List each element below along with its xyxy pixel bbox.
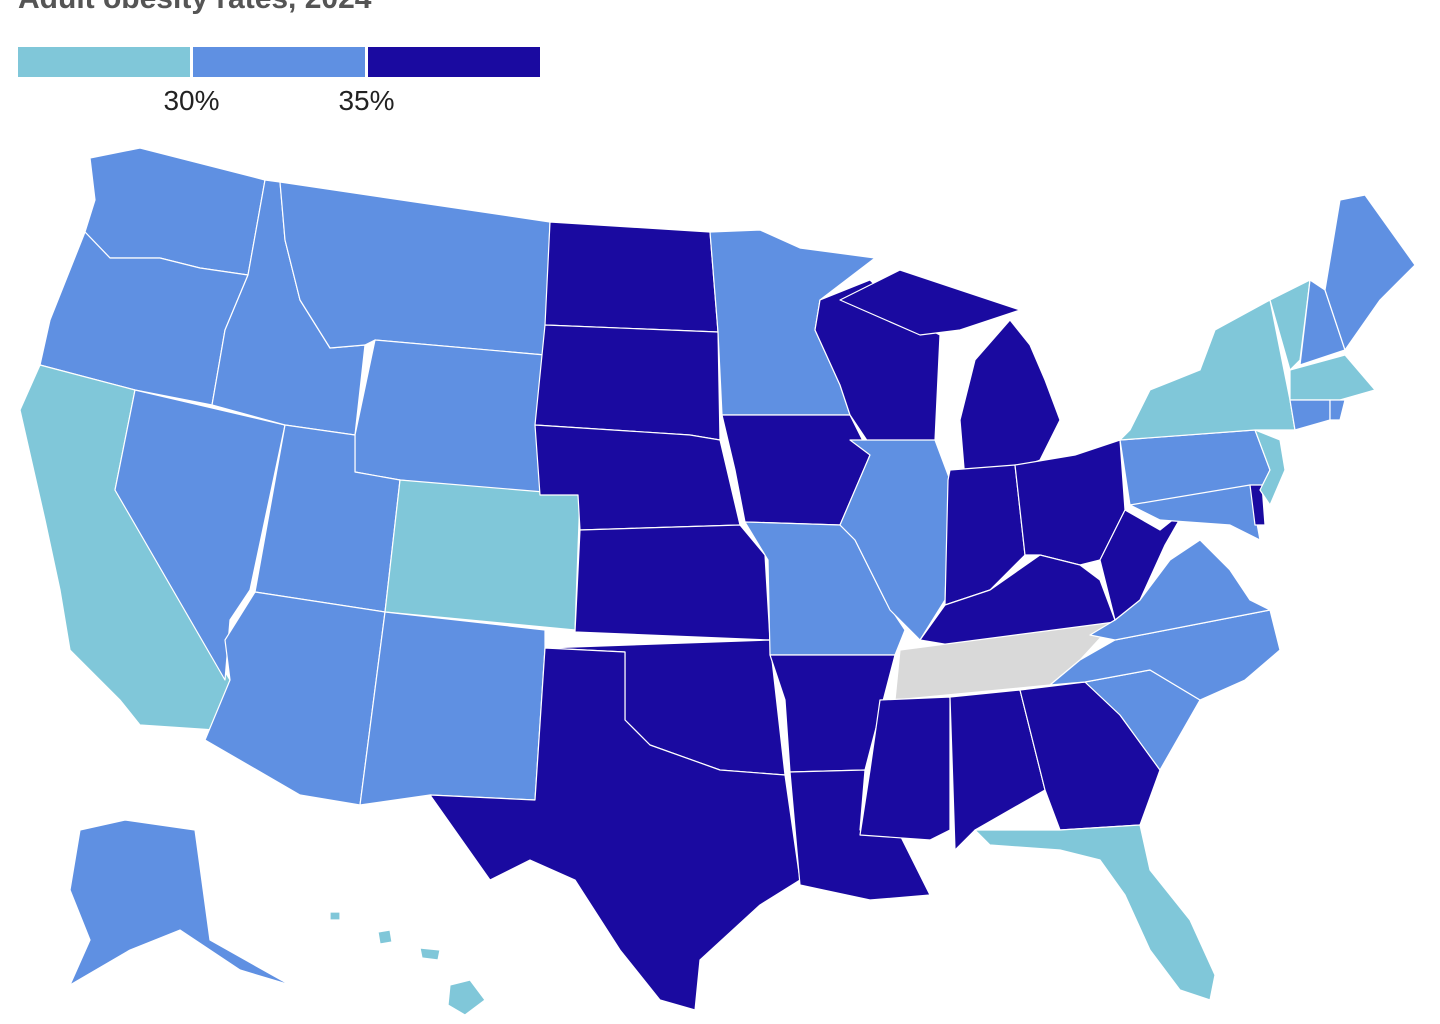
state: [419, 947, 441, 961]
state: [429, 647, 801, 1011]
legend-tick-label: 30%: [163, 85, 219, 116]
state: [354, 339, 546, 496]
state: [839, 269, 1021, 336]
map-title: Adult obesity rates, 2024: [18, 0, 372, 15]
state: [69, 819, 291, 986]
state: [1289, 354, 1376, 401]
legend-swatch: [18, 47, 190, 77]
state: [574, 524, 771, 641]
state: [534, 324, 721, 441]
state: [1119, 299, 1296, 441]
state: [1049, 609, 1281, 701]
legend-tick-label: 35%: [338, 85, 394, 116]
legend: 30% 35%: [18, 47, 540, 116]
state: [1324, 194, 1416, 351]
state: [1249, 484, 1266, 526]
state: [329, 911, 341, 921]
state: [1129, 484, 1261, 541]
legend-swatch: [368, 47, 540, 77]
state: [1099, 509, 1186, 621]
state: [839, 439, 951, 641]
states: [19, 147, 1416, 1016]
state: [974, 824, 1216, 1001]
legend-swatch: [193, 47, 365, 77]
state: [959, 319, 1061, 481]
state: [949, 689, 1046, 851]
state: [279, 181, 551, 356]
state: [84, 147, 266, 276]
state: [544, 221, 719, 333]
state: [384, 479, 581, 631]
state: [359, 611, 546, 806]
state: [204, 591, 386, 806]
state: [447, 979, 486, 1016]
state: [1254, 429, 1286, 506]
state: [1329, 399, 1346, 421]
state: [1289, 399, 1331, 431]
state: [377, 929, 393, 945]
